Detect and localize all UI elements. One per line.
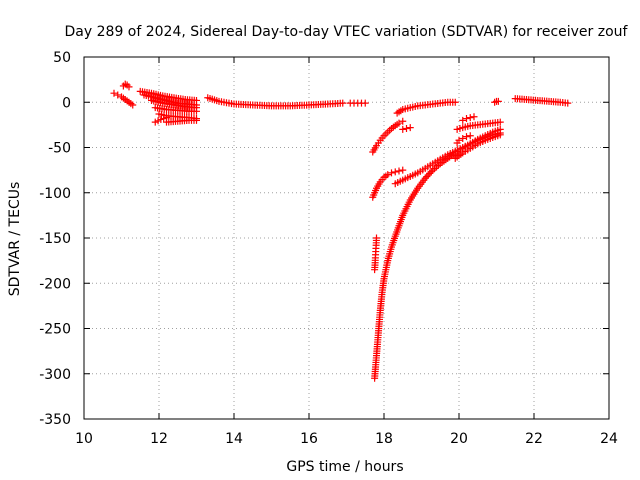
x-tick-label: 16 [300,431,318,447]
y-tick-label: -300 [39,367,71,383]
data-point [403,124,410,132]
y-tick-label: -350 [39,412,71,428]
data-point [384,171,392,179]
data-point [459,134,467,142]
data-point [463,115,470,123]
data-point [125,83,133,91]
y-tick-label: -250 [39,322,71,338]
y-tick-label: -150 [39,231,71,247]
data-point [114,91,122,99]
y-tick-label: 0 [62,95,71,111]
x-tick-label: 18 [375,431,393,447]
x-tick-label: 14 [225,431,243,447]
chart-title: Day 289 of 2024, Sidereal Day-to-day VTE… [65,24,629,40]
data-point [391,168,399,176]
data-point [463,133,470,141]
data-point [399,166,407,174]
data-point [110,89,118,97]
y-tick-label: -100 [39,186,71,202]
data-point [459,116,467,124]
plot-frame [83,56,610,420]
data-point [421,174,429,182]
x-tick-label: 10 [75,431,93,447]
data-point [339,99,347,107]
data-point [564,99,572,107]
data-point [395,119,403,127]
data-point [424,171,432,179]
x-tick-label: 20 [450,431,468,447]
x-tick-label: 22 [525,431,543,447]
data-point [494,97,502,105]
data-point [496,131,504,139]
data-point [427,168,435,176]
data-point [455,136,463,144]
y-tick-label: 50 [53,50,71,66]
data-point [426,169,434,177]
data-point [406,124,414,132]
data-point [193,116,200,124]
data-point [451,98,459,106]
y-tick-label: -50 [48,141,71,157]
x-axis-label: GPS time / hours [286,459,403,475]
data-point [388,169,395,177]
data-point [399,125,407,133]
data-point [373,234,380,242]
y-axis-label: SDTVAR / TECUs [7,182,23,297]
data-point [361,99,369,107]
x-tick-label: 12 [150,431,168,447]
data-point [193,107,200,115]
y-tick-label: -200 [39,276,71,292]
data-marks [110,80,572,382]
tick-labels: 10 12 14 16 18 20 22 24 50 0 -50 -100 -150 -200 -250 -3… [39,50,618,447]
data-point [470,113,478,121]
data-point [466,132,474,140]
data-point [496,118,504,126]
data-point [466,114,474,122]
data-point [399,117,407,125]
data-point [423,173,431,181]
grid [84,57,609,419]
data-point [129,101,137,109]
x-tick-label: 24 [600,431,618,447]
data-point [395,167,403,175]
